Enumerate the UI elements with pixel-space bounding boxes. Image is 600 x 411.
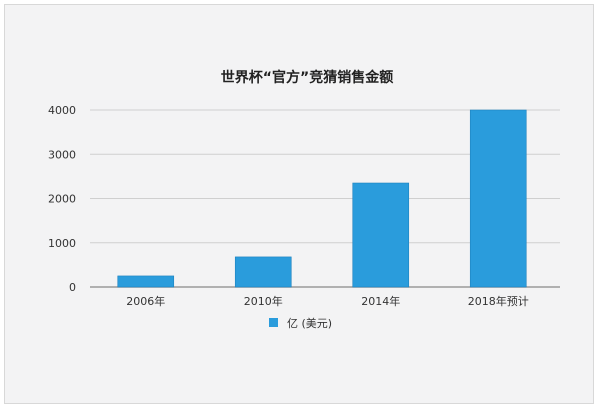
x-tick-label: 2010年 [244, 294, 283, 308]
legend: 亿 (美元) [269, 317, 332, 330]
bar [234, 256, 292, 288]
y-tick-label: 3000 [48, 148, 76, 161]
x-tick-label: 2018年预计 [468, 294, 529, 308]
legend-swatch [269, 318, 278, 327]
bar [352, 182, 410, 288]
y-tick-label: 4000 [48, 104, 76, 117]
bar [117, 275, 175, 288]
x-tick-label: 2014年 [361, 294, 400, 308]
y-tick-label: 2000 [48, 193, 76, 206]
chart-title: 世界杯“官方”竞猜销售金额 [221, 69, 393, 86]
y-tick-label: 0 [69, 281, 76, 294]
x-tick-label: 2006年 [126, 294, 165, 308]
y-tick-label: 1000 [48, 237, 76, 250]
bar [469, 109, 527, 288]
legend-label: 亿 (美元) [287, 317, 332, 330]
